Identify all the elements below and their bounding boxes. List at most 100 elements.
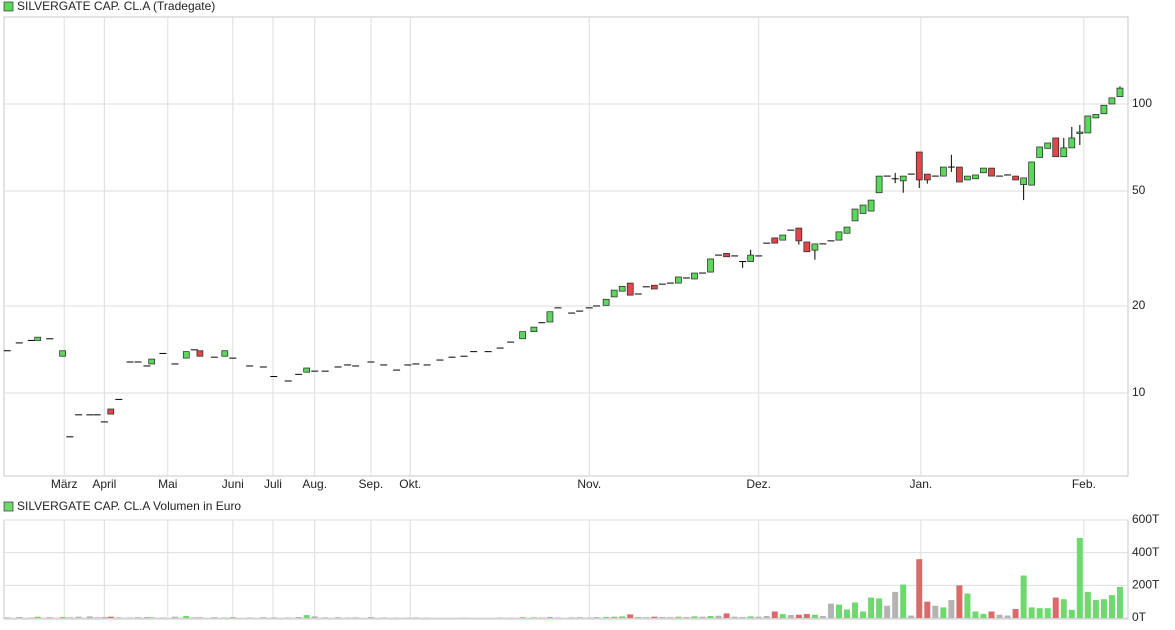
volume-bar — [755, 616, 762, 618]
volume-bar — [948, 600, 955, 618]
candle-body — [34, 336, 42, 341]
y-tick-label: 100 — [1132, 96, 1152, 110]
candle-body — [546, 311, 554, 323]
candle-body — [182, 351, 190, 359]
x-tick-label: Okt. — [399, 477, 421, 491]
legend-label: SILVERGATE CAP. CL.A (Tradegate) — [17, 0, 215, 13]
candle-body — [602, 298, 610, 306]
volume-bar — [16, 617, 23, 618]
candle-body — [1108, 97, 1116, 105]
volume-bar — [191, 617, 198, 618]
volume-bar — [546, 617, 553, 618]
volume-bar — [1100, 599, 1107, 618]
x-tick-label: Nov. — [577, 477, 601, 491]
candle-body — [303, 367, 311, 373]
candle-body — [939, 166, 947, 177]
volume-bar — [322, 617, 329, 618]
candle-body — [691, 272, 698, 280]
volume-bar — [731, 616, 738, 618]
volume-bar — [972, 611, 979, 618]
candle-body — [867, 199, 875, 212]
volume-bar — [1028, 607, 1035, 618]
volume-bar — [1084, 591, 1091, 618]
candle-body — [618, 285, 626, 292]
volume-bar — [593, 617, 600, 618]
candle-body — [1116, 87, 1124, 98]
volume-bar — [980, 613, 987, 618]
y-tick-label: 200T — [1132, 578, 1160, 592]
candle-body — [1044, 142, 1052, 149]
volume-bar — [135, 617, 142, 618]
volume-bar — [844, 609, 850, 618]
x-tick-label: Juni — [222, 477, 244, 491]
price-panel — [3, 16, 1129, 477]
volume-bar — [519, 617, 526, 618]
candle-body — [1036, 146, 1044, 158]
volume-bar — [795, 614, 802, 618]
volume-bar — [667, 617, 674, 618]
candle-body — [650, 284, 658, 290]
volume-bar — [334, 617, 341, 618]
volume-bar — [46, 617, 53, 618]
candle-body — [835, 231, 843, 241]
volume-bar — [311, 616, 318, 618]
candle-body — [148, 358, 156, 365]
volume-bar — [900, 584, 907, 618]
candle-body — [859, 204, 867, 214]
volume-bar — [691, 616, 698, 618]
candle-body — [723, 253, 730, 258]
candle-body — [1060, 147, 1068, 158]
volume-bar — [643, 617, 650, 618]
volume-bar — [115, 617, 122, 618]
volume-bar — [779, 614, 786, 618]
volume-bar — [34, 616, 41, 618]
volume-bar — [908, 615, 915, 618]
candle-body — [196, 350, 204, 357]
legend-icon — [3, 501, 14, 512]
x-tick-label: Dez. — [746, 477, 771, 491]
x-tick-label: Aug. — [302, 477, 327, 491]
volume-bar — [101, 617, 108, 618]
volume-bar — [747, 616, 754, 618]
volume-bar — [996, 614, 1003, 618]
candle-body — [803, 241, 811, 253]
volume-bar — [868, 597, 875, 618]
volume-bar — [303, 615, 310, 618]
legend-label: SILVERGATE CAP. CL.A Volumen in Euro — [17, 499, 241, 513]
volume-bar — [576, 617, 583, 618]
volume-bar — [715, 615, 722, 618]
volume-bar — [568, 617, 575, 618]
volume-bar — [295, 617, 302, 618]
candle-body — [519, 331, 526, 340]
volume-bar — [367, 617, 374, 618]
x-tick-label: Juli — [264, 477, 282, 491]
x-tick-label: März — [51, 477, 78, 491]
volume-bar — [143, 617, 150, 618]
volume-bar — [211, 617, 218, 618]
candle-body — [964, 175, 971, 181]
volume-bar — [876, 598, 883, 618]
candle-body — [610, 289, 618, 298]
volume-bar — [1036, 608, 1043, 618]
y-tick-label: 20 — [1132, 298, 1146, 312]
volume-bar — [852, 602, 859, 618]
volume-bar — [819, 616, 826, 618]
volume-bar — [827, 603, 834, 618]
volume-bar — [1092, 600, 1099, 618]
candle-body — [1012, 175, 1019, 181]
volume-bar — [956, 585, 963, 618]
volume-bar — [723, 613, 730, 618]
volume-bar — [183, 616, 190, 618]
legend-icon — [3, 1, 14, 12]
candle-body — [779, 234, 787, 241]
candle-body — [956, 166, 963, 183]
candle-body — [1084, 115, 1092, 134]
volume-bar — [811, 614, 818, 618]
volume-bar — [884, 605, 891, 618]
x-tick-label: Sep. — [359, 477, 384, 491]
volume-bar — [627, 614, 634, 618]
volume-bar — [763, 616, 770, 618]
candle-body — [107, 408, 115, 415]
candle-body — [626, 282, 634, 296]
